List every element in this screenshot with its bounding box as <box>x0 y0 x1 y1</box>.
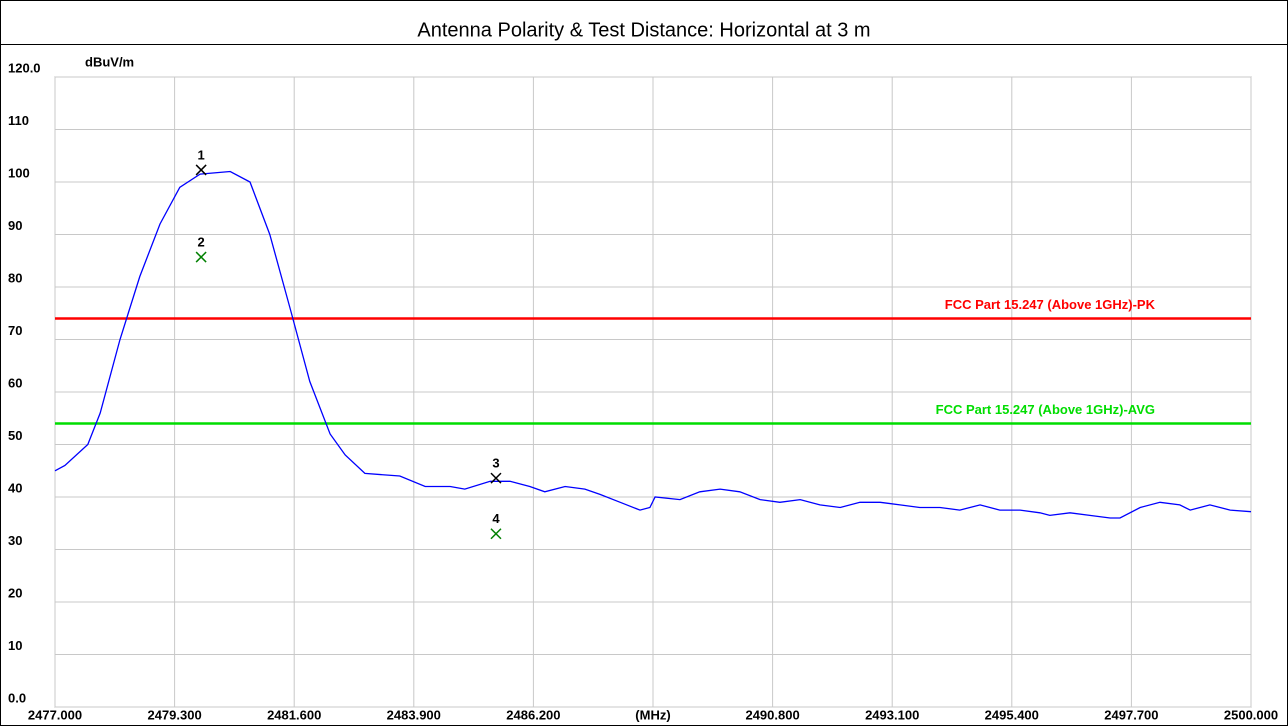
y-tick-label: 20 <box>8 585 22 600</box>
y-tick-label: 120.0 <box>8 60 41 75</box>
trace <box>54 170 1252 519</box>
y-tick-label: 50 <box>8 428 22 443</box>
marker-label: 4 <box>492 511 500 526</box>
x-tick-label: 2483.900 <box>387 707 441 722</box>
marker-label: 1 <box>198 147 205 162</box>
marker-stroke <box>195 251 207 263</box>
x-tick-label: 2497.700 <box>1104 707 1158 722</box>
y-axis-label: dBuV/m <box>85 54 134 69</box>
marker <box>490 528 502 540</box>
x-tick-label: 2495.400 <box>985 707 1039 722</box>
limit-label: FCC Part 15.247 (Above 1GHz)-PK <box>945 297 1156 312</box>
marker <box>490 472 502 484</box>
y-tick-label: 10 <box>8 638 22 653</box>
y-tick-label: 90 <box>8 218 22 233</box>
y-tick-label: 110 <box>8 113 29 128</box>
marker-stroke <box>490 528 502 540</box>
y-tick-label: 80 <box>8 270 22 285</box>
y-tick-label: 40 <box>8 480 22 495</box>
marker <box>195 251 207 263</box>
x-tick-label: 2490.800 <box>745 707 799 722</box>
x-tick-label: 2481.600 <box>267 707 321 722</box>
y-tick-label: 0.0 <box>8 690 26 705</box>
x-tick-label: 2477.000 <box>28 707 82 722</box>
chart-title: Antenna Polarity & Test Distance: Horizo… <box>417 19 870 41</box>
marker-stroke <box>195 164 207 176</box>
x-tick-label: 2500.000 <box>1224 707 1278 722</box>
marker-label: 2 <box>198 235 205 250</box>
x-tick-label: 2479.300 <box>147 707 201 722</box>
y-tick-label: 30 <box>8 533 22 548</box>
y-tick-label: 70 <box>8 323 22 338</box>
x-tick-label: 2493.100 <box>865 707 919 722</box>
marker-label: 3 <box>492 456 499 471</box>
y-tick-label: 100 <box>8 165 30 180</box>
marker <box>195 164 207 176</box>
marker-stroke <box>490 472 502 484</box>
x-tick-label: (MHz) <box>635 707 670 722</box>
limit-label: FCC Part 15.247 (Above 1GHz)-AVG <box>936 402 1155 417</box>
x-tick-label: 2486.200 <box>506 707 560 722</box>
y-tick-label: 60 <box>8 375 22 390</box>
